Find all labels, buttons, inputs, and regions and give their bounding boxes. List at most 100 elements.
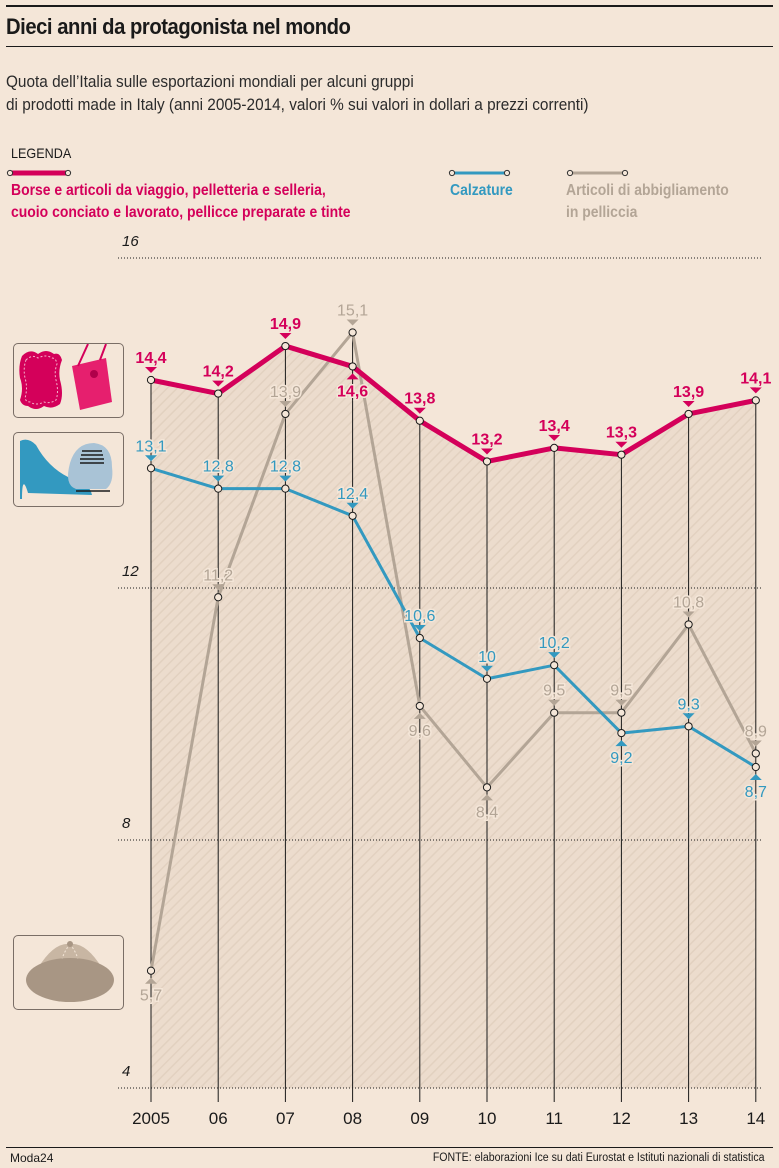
legend-leather-line-1: Borse e articoli da viaggio, pelletteria… xyxy=(11,182,326,199)
chart-title: Dieci anni da protagonista nel mondo xyxy=(6,14,351,39)
title-rule xyxy=(6,46,773,47)
label-arrow xyxy=(279,400,292,407)
data-point xyxy=(348,362,357,371)
data-label: 13,4 xyxy=(539,418,570,435)
data-point xyxy=(415,633,424,643)
legend-shoes-line-1: Calzature xyxy=(450,182,513,199)
legend-heading: LEGENDA xyxy=(11,145,72,161)
data-label: 13,2 xyxy=(471,431,502,448)
data-point xyxy=(617,450,626,459)
label-arrow xyxy=(279,475,292,482)
data-point xyxy=(146,375,156,385)
data-point xyxy=(415,701,424,711)
data-point xyxy=(550,708,559,717)
y-tick-label: 16 xyxy=(122,233,139,250)
footer-source: FONTE: elaborazioni Ice su dati Eurostat… xyxy=(433,1152,765,1164)
data-label: 9,2 xyxy=(610,750,632,767)
data-label: 13,3 xyxy=(606,425,637,442)
subtitle-line-2: di prodotti made in Italy (anni 2005-201… xyxy=(6,96,589,114)
data-label: 11,2 xyxy=(203,567,233,584)
data-label: 12,4 xyxy=(337,486,368,503)
hatched-area xyxy=(151,346,756,1088)
data-label: 13,9 xyxy=(673,384,704,401)
data-point xyxy=(751,749,760,758)
data-label: 13,1 xyxy=(135,438,166,455)
x-tick-label: 10 xyxy=(478,1109,497,1128)
label-arrow xyxy=(548,699,561,706)
data-point xyxy=(348,328,357,337)
data-label: 13,9 xyxy=(270,384,301,401)
source-label: FONTE: xyxy=(433,1152,473,1164)
data-point xyxy=(146,966,156,975)
label-arrow xyxy=(346,502,359,509)
fur-hat-icon xyxy=(26,941,114,1002)
x-tick-label: 06 xyxy=(209,1109,228,1128)
x-tick-label: 08 xyxy=(343,1109,362,1128)
label-arrow xyxy=(413,712,426,719)
data-point xyxy=(146,464,156,473)
label-arrow xyxy=(279,333,292,340)
data-label: 12,8 xyxy=(203,459,234,476)
data-point xyxy=(214,389,223,398)
data-point xyxy=(617,708,626,717)
label-arrow xyxy=(346,373,359,380)
x-tick-label: 14 xyxy=(746,1109,765,1128)
data-point xyxy=(348,511,357,520)
label-arrow xyxy=(413,407,426,414)
x-tick-label: 13 xyxy=(679,1109,698,1128)
label-arrow xyxy=(413,625,426,632)
label-arrow xyxy=(682,611,695,618)
label-arrow xyxy=(212,584,225,591)
subtitle-line-1: Quota dell’Italia sulle esportazioni mon… xyxy=(6,73,414,91)
label-arrow xyxy=(145,977,157,984)
label-arrow xyxy=(548,434,561,441)
data-label: 10,6 xyxy=(404,608,435,625)
y-tick-label: 12 xyxy=(122,563,139,580)
data-point xyxy=(415,416,424,425)
data-label: 8,9 xyxy=(745,723,767,740)
data-label: 14,1 xyxy=(740,370,771,387)
x-tick-label: 11 xyxy=(545,1109,563,1128)
legend-swatch-leather xyxy=(6,169,72,177)
data-point xyxy=(617,728,626,738)
data-label: 14,9 xyxy=(270,316,301,333)
data-label: 8,7 xyxy=(745,784,767,801)
data-label: 15,1 xyxy=(337,302,368,319)
x-tick-label: 12 xyxy=(612,1109,631,1128)
label-arrow xyxy=(749,774,762,781)
label-arrow xyxy=(481,794,493,801)
data-label: 10 xyxy=(478,649,496,666)
label-arrow xyxy=(212,475,225,482)
legend-item-fur: Articoli di abbigliamento in pelliccia xyxy=(566,180,729,224)
legend-fur-line-2: in pelliccia xyxy=(566,204,638,221)
label-arrow xyxy=(615,740,628,747)
footer-brand: Moda24 xyxy=(10,1151,54,1165)
source-text: elaborazioni Ice su dati Eurostat e Isti… xyxy=(475,1152,765,1164)
y-tick-label: 4 xyxy=(122,1063,130,1080)
data-label: 13,8 xyxy=(404,391,435,408)
data-point xyxy=(550,443,559,452)
label-arrow xyxy=(481,448,493,455)
x-tick-label: 07 xyxy=(276,1109,295,1128)
data-point xyxy=(751,762,760,772)
data-point xyxy=(684,722,693,731)
x-tick-label: 2005 xyxy=(132,1109,170,1128)
legend-fur-line-1: Articoli di abbigliamento xyxy=(566,182,729,199)
data-label: 9,3 xyxy=(677,696,699,713)
data-label: 14,6 xyxy=(337,383,368,400)
series-line-1 xyxy=(150,466,757,769)
data-point xyxy=(281,341,290,351)
data-label: 9,5 xyxy=(610,683,632,700)
footer-rule xyxy=(6,1147,773,1148)
data-label: 14,2 xyxy=(203,364,234,381)
leather-bag-icon-box xyxy=(13,343,124,418)
data-point xyxy=(684,409,693,419)
label-arrow xyxy=(212,380,225,387)
data-label: 5,7 xyxy=(140,988,162,1005)
legend-item-leather: Borse e articoli da viaggio, pelletteria… xyxy=(11,180,351,224)
data-point xyxy=(281,409,290,419)
label-arrow xyxy=(749,740,762,747)
label-arrow xyxy=(682,400,695,407)
data-point xyxy=(214,484,223,493)
